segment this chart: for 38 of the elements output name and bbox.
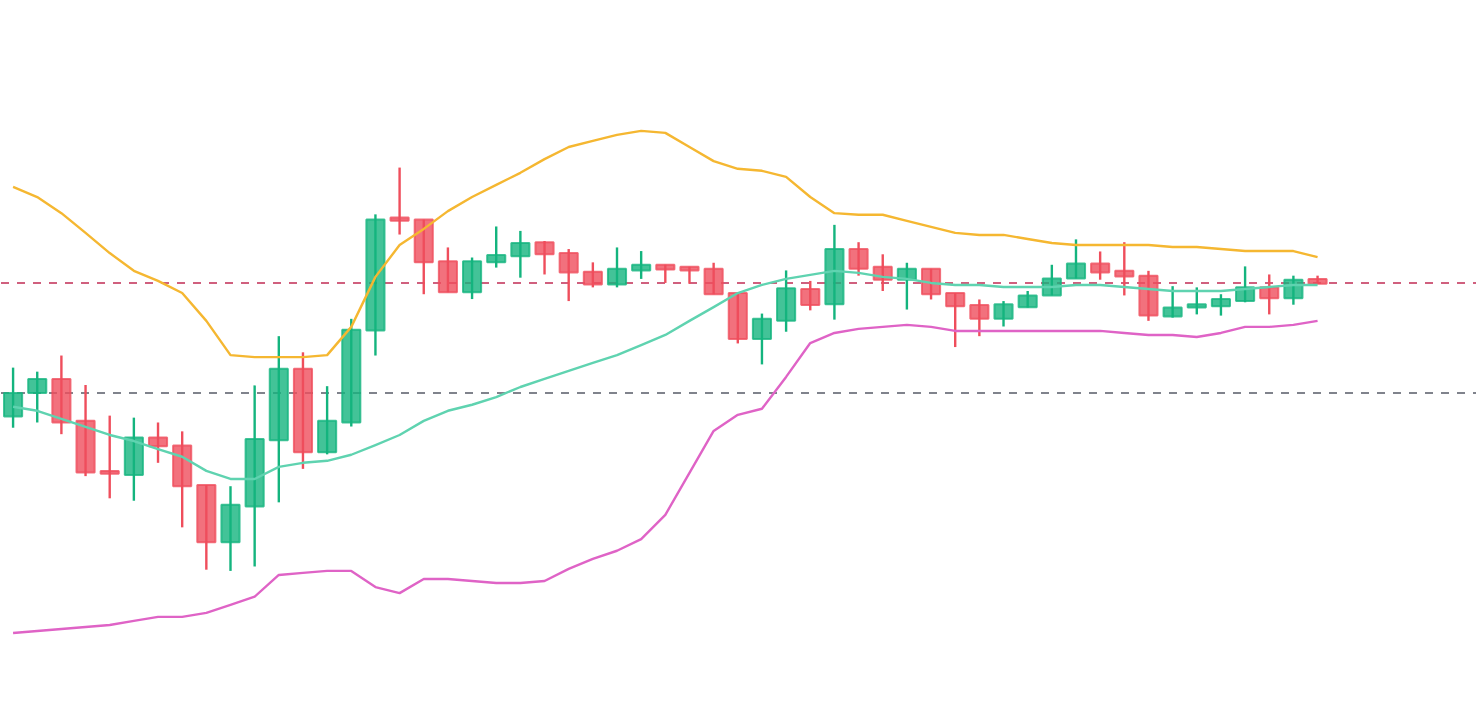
candlestick (413, 218, 434, 296)
candlestick (727, 291, 748, 345)
candlestick (99, 414, 120, 500)
candlestick (220, 485, 241, 573)
candlestick (1065, 238, 1087, 280)
candlestick (462, 256, 483, 301)
candlestick (3, 366, 24, 429)
candlestick (703, 261, 724, 296)
candlestick (606, 246, 628, 289)
candlestick (1114, 240, 1135, 297)
candlestick (486, 225, 507, 269)
candlestick (123, 416, 144, 502)
candlestick (1210, 293, 1231, 317)
candlestick (534, 239, 555, 276)
candlestick (27, 370, 48, 424)
candlestick (631, 249, 652, 281)
candlestick (800, 279, 821, 312)
candlestick (969, 298, 990, 338)
candlestick (317, 384, 338, 456)
candlestick (945, 291, 966, 349)
candlestick (751, 312, 773, 366)
candlestick (1138, 269, 1159, 323)
candlestick (582, 261, 603, 289)
candlestick (510, 229, 531, 279)
candlestick (776, 269, 797, 333)
candlestick (389, 166, 410, 236)
candlestick (1186, 286, 1207, 316)
candlestick (993, 299, 1014, 328)
candlestick (147, 421, 169, 465)
candlestick (655, 263, 676, 285)
candlestick (437, 246, 458, 294)
candlestick (51, 354, 72, 436)
candlestick (172, 430, 193, 529)
candlestick (1162, 284, 1183, 319)
candlestick (679, 265, 700, 285)
candlestick (848, 240, 869, 277)
candlestick (1090, 250, 1111, 281)
candlestick (558, 247, 579, 303)
